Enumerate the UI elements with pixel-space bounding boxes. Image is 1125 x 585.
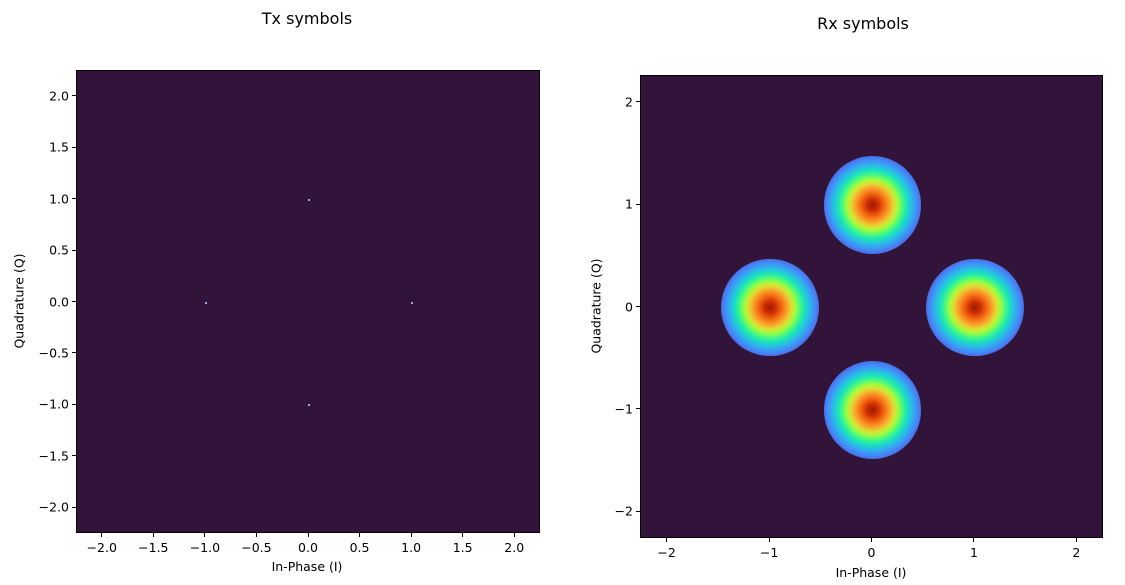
tx-y-tickmark <box>72 249 76 251</box>
rx-x-tickmark <box>666 538 668 542</box>
tx-y-tick-label: −0.5 <box>38 345 69 361</box>
tx-y-tickmark <box>72 301 76 302</box>
rx-x-tickmark <box>871 538 872 542</box>
tx-x-tick-label: −0.5 <box>241 540 272 555</box>
tx-x-tickmark <box>462 533 464 537</box>
rx-y-axis-label: Quadrature (Q) <box>588 258 604 354</box>
rx-x-tickmark <box>1075 538 1077 542</box>
tx-y-tickmark <box>72 95 76 97</box>
tx-symbol-point <box>308 198 310 201</box>
tx-x-tick-label: 1.0 <box>401 540 422 555</box>
tx-y-tick-label: 1.5 <box>49 139 69 155</box>
rx-x-tick-label: 1 <box>969 545 978 560</box>
rx-y-tick-label: −2 <box>614 503 633 519</box>
tx-x-tickmark <box>152 533 154 537</box>
rx-plot-area <box>640 75 1103 538</box>
tx-x-tickmark <box>101 533 103 537</box>
tx-y-tick-label: −2.0 <box>38 499 69 515</box>
tx-y-tick-label: 0.0 <box>49 294 69 309</box>
tx-x-tick-label: 0.0 <box>298 540 318 555</box>
tx-y-tickmark <box>72 198 76 200</box>
tx-x-tick-label: −1.5 <box>138 540 169 555</box>
rx-y-tickmark <box>636 306 640 307</box>
tx-y-axis-label: Quadrature (Q) <box>11 253 27 349</box>
tx-y-tickmark <box>72 455 76 457</box>
tx-symbol-point <box>204 301 207 304</box>
rx-y-tick-label: −1 <box>614 401 633 417</box>
rx-symbol-cluster <box>823 156 922 254</box>
tx-y-tick-label: 2.0 <box>49 88 69 104</box>
tx-y-tick-label: −1.0 <box>38 396 69 412</box>
tx-x-tickmark <box>513 533 515 537</box>
tx-y-tickmark <box>72 403 76 405</box>
tx-x-tick-label: −1.0 <box>189 540 221 555</box>
tx-y-tickmark <box>72 352 76 354</box>
rx-x-tick-label: 2 <box>1072 545 1081 560</box>
rx-y-tickmark <box>636 101 640 103</box>
tx-x-tickmark <box>410 533 412 537</box>
tx-symbol-point <box>411 301 414 304</box>
rx-y-tickmark <box>636 408 640 410</box>
tx-x-axis-label: In-Phase (I) <box>271 559 343 574</box>
rx-y-tickmark <box>636 203 640 205</box>
tx-x-tick-label: 1.5 <box>452 540 473 555</box>
rx-x-tick-label: −2 <box>657 545 676 560</box>
rx-plot-title: Rx symbols <box>817 14 909 33</box>
rx-symbol-cluster <box>721 258 819 357</box>
tx-y-tickmark <box>72 146 76 148</box>
tx-y-tickmark <box>72 506 76 508</box>
rx-y-tickmark <box>636 510 640 512</box>
rx-y-tick-label: 0 <box>625 299 633 314</box>
rx-x-axis-label: In-Phase (I) <box>835 565 907 580</box>
rx-x-tickmark <box>973 538 975 542</box>
tx-y-tick-label: −1.5 <box>38 448 69 464</box>
rx-x-tickmark <box>768 538 770 542</box>
rx-symbol-cluster <box>926 258 1024 357</box>
rx-y-tick-label: 2 <box>625 94 633 110</box>
rx-symbol-cluster <box>823 361 922 459</box>
tx-plot-title: Tx symbols <box>261 9 353 28</box>
tx-x-tickmark <box>359 533 361 537</box>
tx-plot-area <box>76 70 540 533</box>
rx-x-tick-label: 0 <box>867 545 876 560</box>
tx-x-tickmark <box>255 533 257 537</box>
tx-y-tick-label: 1.0 <box>49 191 69 207</box>
rx-y-tick-label: 1 <box>625 196 633 212</box>
tx-y-tick-label: 0.5 <box>49 242 69 258</box>
tx-x-tick-label: 2.0 <box>504 540 525 555</box>
tx-x-tickmark <box>307 533 309 537</box>
tx-x-tick-label: −2.0 <box>86 540 117 555</box>
rx-x-tick-label: −1 <box>759 545 779 560</box>
tx-symbol-point <box>308 404 310 407</box>
tx-x-tickmark <box>204 533 206 537</box>
tx-x-tick-label: 0.5 <box>349 540 370 555</box>
